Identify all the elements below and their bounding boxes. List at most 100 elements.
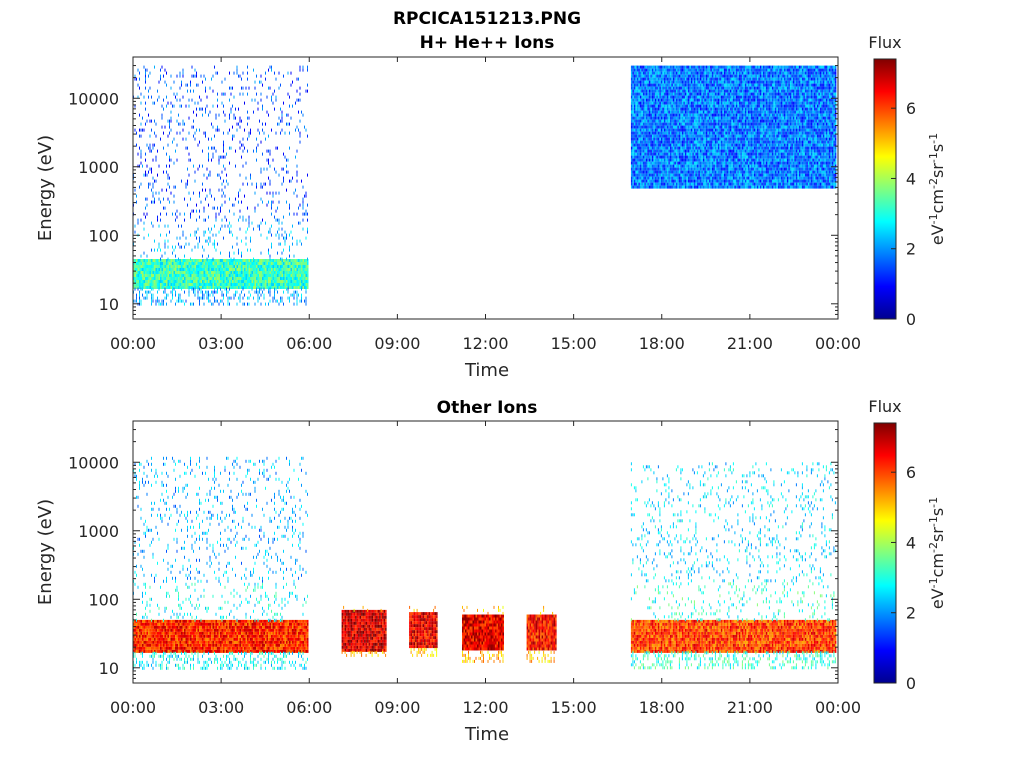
- flux-cell: [691, 84, 693, 87]
- flux-cell: [646, 144, 648, 147]
- flux-cell: [656, 180, 658, 183]
- flux-cell: [634, 117, 636, 120]
- flux-cell: [208, 204, 209, 207]
- flux-cell: [204, 286, 206, 289]
- flux-cell: [652, 114, 654, 117]
- flux-cell: [685, 177, 687, 180]
- flux-cell: [653, 186, 655, 189]
- flux-cell: [177, 144, 178, 147]
- flux-cell: [216, 291, 217, 294]
- flux-cell: [658, 96, 660, 99]
- flux-cell: [148, 234, 149, 237]
- flux-cell: [722, 84, 724, 87]
- flux-cell: [632, 81, 634, 84]
- flux-cell: [650, 156, 652, 159]
- flux-cell: [638, 99, 640, 102]
- flux-cell: [692, 108, 694, 111]
- flux-cell: [289, 132, 290, 135]
- flux-cell: [226, 283, 228, 286]
- flux-cell: [695, 66, 697, 69]
- flux-cell: [713, 156, 715, 159]
- flux-cell: [258, 274, 260, 277]
- flux-cell: [175, 213, 176, 216]
- flux-cell: [674, 108, 676, 111]
- flux-cell: [677, 84, 679, 87]
- flux-cell: [683, 135, 685, 138]
- flux-cell: [193, 135, 194, 138]
- flux-cell: [186, 277, 188, 280]
- flux-cell: [715, 84, 717, 87]
- flux-cell: [635, 150, 637, 153]
- flux-cell: [643, 153, 645, 156]
- flux-cell: [677, 141, 679, 144]
- flux-cell: [634, 138, 636, 141]
- flux-cell: [223, 297, 224, 300]
- flux-cell: [679, 153, 681, 156]
- flux-cell: [704, 186, 706, 189]
- flux-cell: [662, 81, 664, 84]
- flux-cell: [632, 174, 634, 177]
- flux-cell: [721, 75, 723, 78]
- flux-cell: [289, 234, 290, 237]
- flux-cell: [288, 274, 290, 277]
- flux-cell: [307, 286, 309, 289]
- flux-cell: [647, 186, 649, 189]
- flux-cell: [706, 186, 708, 189]
- flux-cell: [154, 120, 155, 123]
- flux-cell: [655, 129, 657, 132]
- flux-cell: [650, 87, 652, 90]
- flux-cell: [193, 192, 194, 195]
- flux-cell: [658, 141, 660, 144]
- flux-cell: [677, 99, 679, 102]
- flux-cell: [698, 132, 700, 135]
- flux-cell: [169, 286, 171, 289]
- flux-cell: [661, 156, 663, 159]
- flux-cell: [647, 81, 649, 84]
- flux-cell: [273, 274, 275, 277]
- flux-cell: [174, 259, 176, 262]
- flux-cell: [184, 286, 186, 289]
- flux-cell: [216, 300, 217, 303]
- flux-cell: [157, 262, 159, 265]
- flux-cell: [258, 283, 260, 286]
- flux-cell: [721, 69, 723, 72]
- flux-cell: [256, 259, 258, 262]
- flux-cell: [291, 259, 293, 262]
- flux-cell: [156, 259, 158, 262]
- flux-cell: [691, 147, 693, 150]
- flux-cell: [240, 280, 242, 283]
- flux-cell: [177, 286, 179, 289]
- flux-cell: [646, 90, 648, 93]
- flux-cell: [141, 274, 143, 277]
- flux-cell: [698, 84, 700, 87]
- flux-cell: [159, 271, 161, 274]
- flux-cell: [635, 165, 637, 168]
- flux-cell: [661, 69, 663, 72]
- flux-cell: [276, 171, 277, 174]
- flux-cell: [704, 96, 706, 99]
- flux-cell: [667, 162, 669, 165]
- flux-cell: [665, 108, 667, 111]
- flux-cell: [294, 286, 296, 289]
- flux-cell: [142, 117, 143, 120]
- flux-cell: [641, 168, 643, 171]
- flux-cell: [664, 150, 666, 153]
- flux-cell: [658, 180, 660, 183]
- flux-cell: [247, 268, 249, 271]
- flux-cell: [662, 174, 664, 177]
- flux-cell: [246, 268, 248, 271]
- flux-cell: [169, 265, 171, 268]
- flux-cell: [718, 114, 720, 117]
- flux-cell: [721, 168, 723, 171]
- flux-cell: [659, 84, 661, 87]
- flux-cell: [682, 129, 684, 132]
- flux-cell: [175, 286, 177, 289]
- flux-cell: [298, 271, 300, 274]
- flux-cell: [676, 117, 678, 120]
- flux-cell: [291, 283, 293, 286]
- flux-cell: [261, 252, 262, 255]
- flux-cell: [710, 129, 712, 132]
- flux-cell: [691, 129, 693, 132]
- flux-cell: [148, 262, 150, 265]
- flux-cell: [201, 259, 203, 262]
